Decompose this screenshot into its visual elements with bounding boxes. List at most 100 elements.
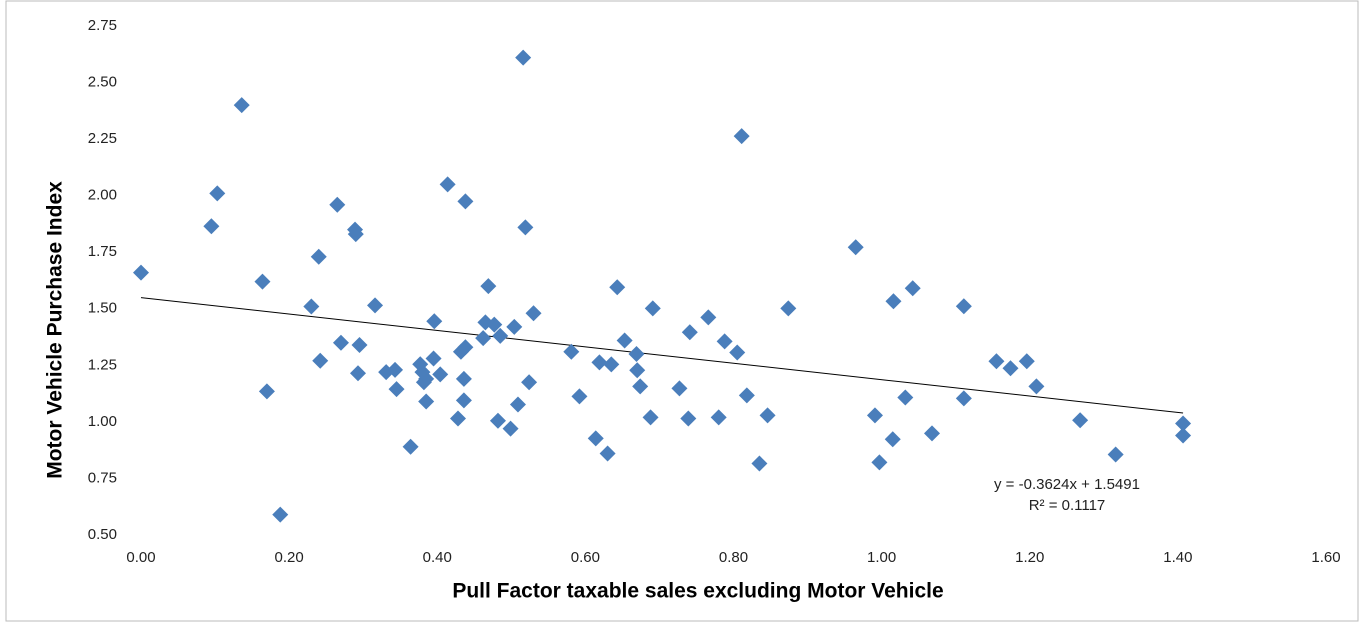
data-point	[388, 381, 405, 398]
data-point	[502, 420, 519, 437]
trend-r-squared: R² = 0.1117	[1029, 497, 1106, 514]
y-tick-label: 2.00	[88, 187, 117, 204]
x-tick-label: 0.40	[423, 549, 452, 566]
data-point	[432, 366, 449, 383]
data-point	[506, 318, 523, 335]
data-point	[847, 239, 864, 256]
data-point	[455, 370, 472, 387]
data-point	[418, 393, 435, 410]
data-point	[955, 390, 972, 407]
data-point	[418, 370, 435, 387]
data-point	[628, 346, 645, 363]
data-point	[480, 278, 497, 295]
data-point	[923, 425, 940, 442]
data-point	[209, 185, 226, 202]
data-point	[716, 333, 733, 350]
y-axis-title: Motor Vehicle Purchase Index	[44, 181, 67, 479]
data-point	[1107, 446, 1124, 463]
data-point	[426, 313, 443, 330]
data-point	[603, 356, 620, 373]
data-point	[455, 392, 472, 409]
data-point	[591, 354, 608, 371]
data-point	[871, 454, 888, 471]
data-point	[563, 343, 580, 360]
data-point	[517, 219, 534, 236]
data-point	[680, 410, 697, 427]
y-tick-label: 1.00	[88, 413, 117, 430]
data-point	[350, 365, 367, 382]
data-point	[347, 226, 364, 243]
data-point	[955, 298, 972, 315]
data-point	[1175, 427, 1192, 444]
data-point	[521, 374, 538, 391]
data-point	[489, 412, 506, 429]
data-point	[310, 248, 327, 265]
data-point	[632, 378, 649, 395]
x-tick-label: 0.60	[571, 549, 600, 566]
data-point	[486, 316, 503, 333]
data-point	[700, 309, 717, 326]
data-point	[492, 327, 509, 344]
data-point	[897, 389, 914, 406]
data-point	[457, 193, 474, 210]
frame	[5, 0, 1359, 622]
trend-equation: y = -0.3624x + 1.5491	[994, 476, 1140, 493]
data-point	[329, 196, 346, 213]
data-point	[616, 332, 633, 349]
data-point	[1072, 412, 1089, 429]
data-point	[866, 407, 883, 424]
data-point	[449, 410, 466, 427]
data-point	[475, 330, 492, 347]
data-point	[642, 409, 659, 426]
data-point	[439, 176, 456, 193]
trendline	[140, 297, 1184, 414]
data-point	[133, 264, 149, 281]
data-point	[629, 362, 646, 379]
data-point	[681, 324, 698, 341]
x-tick-label: 0.00	[126, 549, 155, 566]
y-tick-label: 0.50	[88, 526, 117, 543]
data-point	[671, 380, 688, 397]
x-tick-label: 0.80	[719, 549, 748, 566]
y-tick-label: 1.50	[88, 300, 117, 317]
data-point	[367, 297, 384, 314]
data-point	[733, 128, 750, 145]
data-point	[609, 279, 626, 296]
data-point	[1002, 360, 1019, 377]
y-tick-label: 0.75	[88, 469, 117, 486]
data-point	[780, 300, 797, 317]
data-point	[759, 407, 776, 424]
x-tick-label: 0.20	[275, 549, 304, 566]
data-point	[203, 218, 220, 235]
data-point	[258, 383, 275, 400]
data-point	[233, 97, 250, 114]
data-point	[425, 350, 442, 367]
data-point	[571, 388, 588, 405]
data-point	[884, 431, 901, 448]
data-point	[1175, 415, 1192, 432]
data-point	[587, 430, 604, 447]
y-tick-label: 1.75	[88, 243, 117, 260]
data-point	[402, 438, 419, 455]
x-axis-title: Pull Factor taxable sales excluding Moto…	[452, 580, 943, 603]
data-point	[254, 273, 271, 290]
data-point	[599, 445, 616, 462]
data-point	[644, 300, 661, 317]
data-point	[1028, 378, 1045, 395]
data-point	[525, 305, 542, 322]
data-point	[885, 293, 902, 310]
data-point	[988, 353, 1005, 370]
data-point	[515, 49, 532, 66]
x-tick-label: 1.40	[1163, 549, 1192, 566]
data-point	[751, 455, 768, 472]
data-point	[387, 361, 404, 378]
data-point	[738, 387, 755, 404]
y-tick-label: 2.50	[88, 74, 117, 91]
y-tick-label: 2.75	[88, 17, 117, 34]
x-tick-label: 1.20	[1015, 549, 1044, 566]
data-point	[351, 336, 368, 353]
data-point	[303, 298, 320, 315]
data-point	[272, 506, 289, 523]
data-point	[312, 352, 329, 369]
y-tick-label: 1.25	[88, 356, 117, 373]
